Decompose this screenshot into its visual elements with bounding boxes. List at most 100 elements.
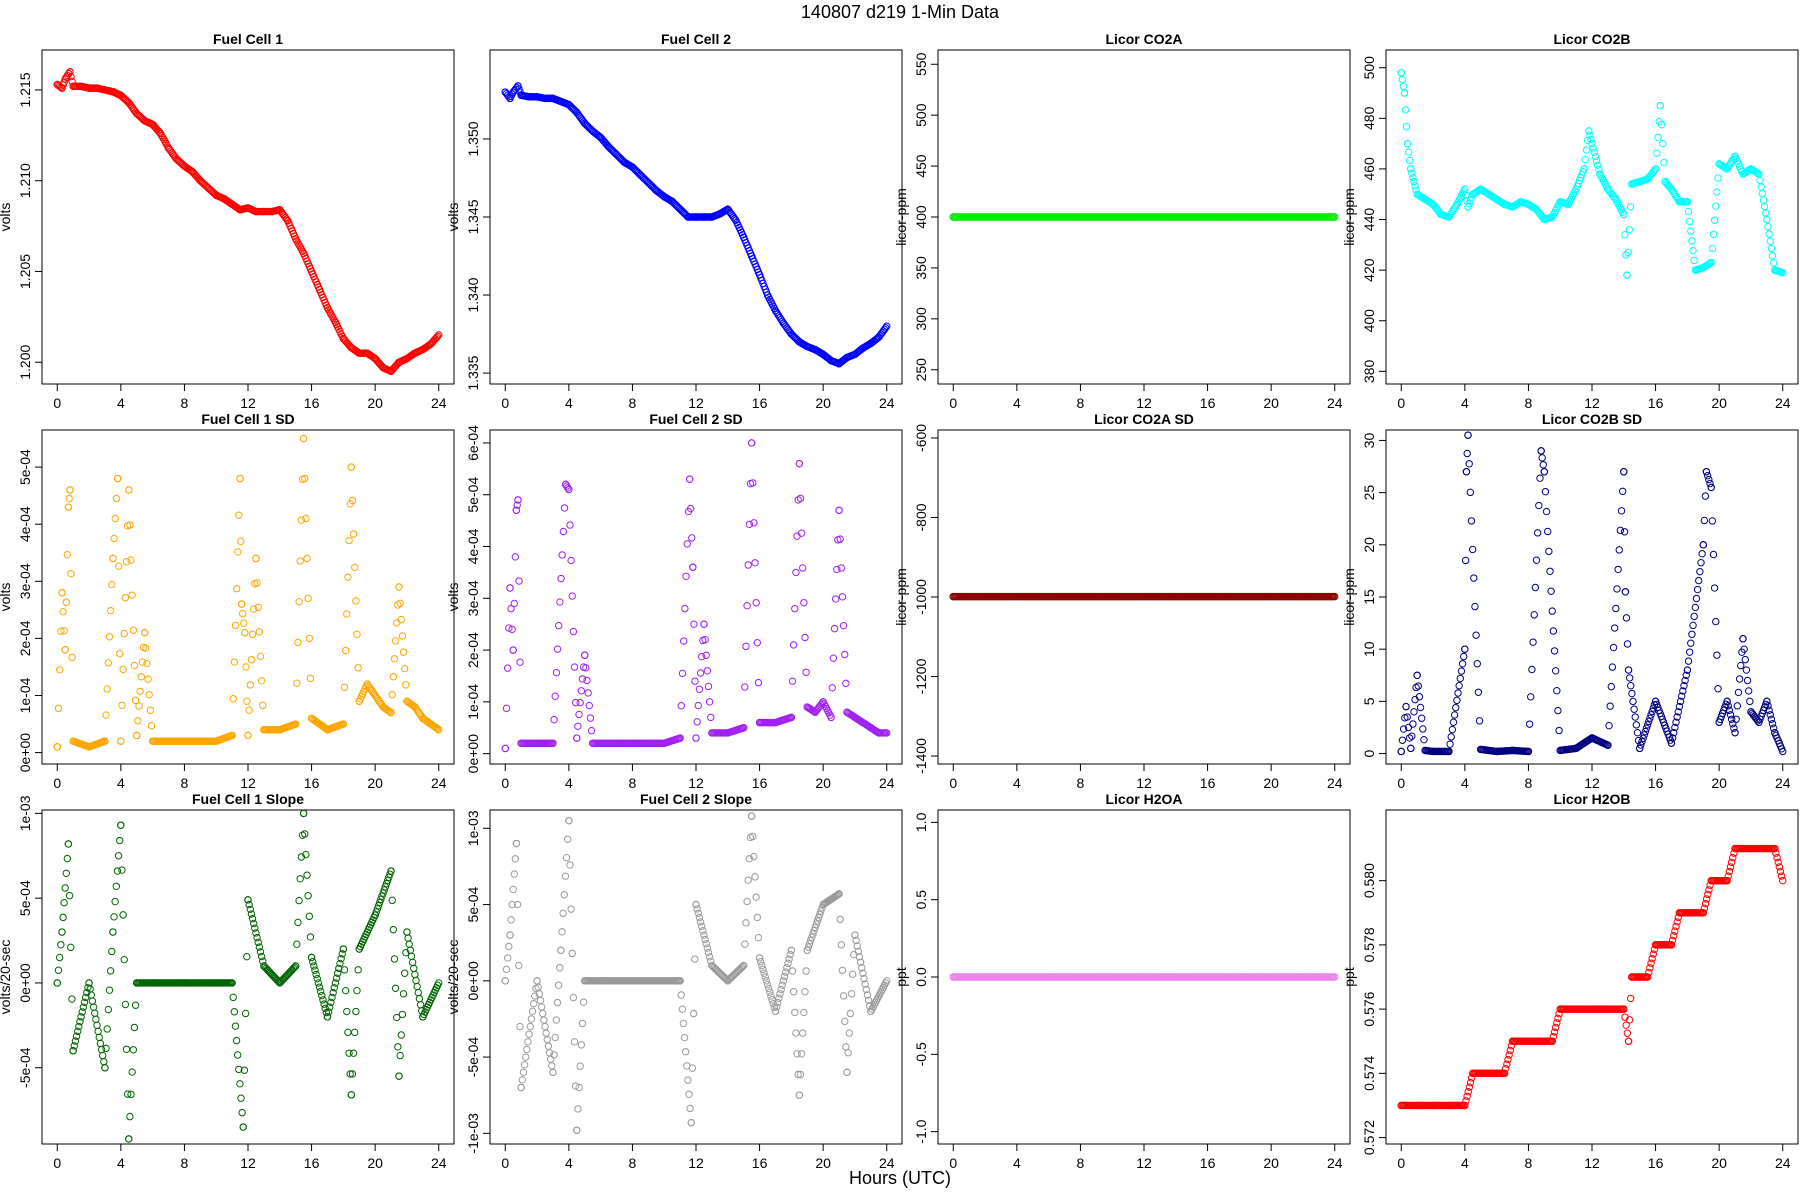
data-point (256, 948, 265, 956)
data-point (1726, 159, 1735, 168)
data-point (1673, 918, 1681, 926)
data-point (373, 905, 382, 913)
plot-frame (489, 809, 903, 1145)
data-point (1466, 1078, 1475, 1087)
data-point (255, 943, 264, 951)
data-point (1775, 863, 1784, 871)
data-point (796, 494, 805, 503)
x-tick-label: 4 (1461, 395, 1469, 411)
data-point (792, 568, 800, 577)
data-point (750, 519, 758, 527)
data-point (339, 720, 348, 728)
x-tick-label: 4 (1461, 1155, 1469, 1171)
data-point (785, 955, 793, 963)
data-point (707, 713, 715, 722)
data-point (575, 710, 583, 719)
y-tick-label: 500 (913, 103, 929, 127)
data-point (1667, 739, 1676, 747)
data-point (296, 557, 304, 565)
data-point (1642, 724, 1651, 732)
data-point (761, 973, 769, 981)
data-point (378, 892, 386, 900)
data-point (708, 213, 716, 221)
data-point (738, 962, 747, 971)
x-tick-label: 20 (1263, 775, 1279, 791)
data-point (1710, 216, 1719, 224)
data-point (1402, 702, 1410, 711)
y-axis-label: ppt (1341, 967, 1357, 987)
data-point (1623, 640, 1632, 648)
data-point (97, 1045, 106, 1054)
x-tick-label: 4 (117, 1155, 125, 1171)
data-point (144, 675, 152, 683)
data-point (883, 322, 891, 330)
data-point (1701, 899, 1710, 908)
data-point (109, 928, 117, 936)
data-point (1620, 1005, 1628, 1013)
data-point (742, 642, 750, 651)
data-point (432, 724, 441, 732)
data-point (297, 853, 306, 861)
data-point (196, 737, 205, 745)
data-point (1779, 268, 1787, 277)
data-point (60, 627, 68, 635)
data-point (68, 995, 76, 1003)
data-point (682, 572, 690, 580)
data-point (1550, 1028, 1559, 1036)
data-point (509, 885, 517, 894)
data-series (53, 68, 443, 375)
data-point (1467, 193, 1476, 202)
x-tick-label: 24 (879, 775, 895, 791)
data-point (1456, 674, 1464, 683)
data-point (859, 718, 867, 727)
data-point (697, 653, 706, 661)
data-point (75, 1022, 83, 1031)
data-point (229, 993, 237, 1002)
data-point (803, 946, 811, 955)
data-point (61, 646, 69, 654)
y-tick-label: 20 (1361, 537, 1377, 553)
data-point (1502, 1065, 1510, 1073)
data-point (1413, 1101, 1421, 1110)
data-point (306, 674, 315, 683)
data-point (1397, 69, 1405, 77)
y-tick-label: 2e-04 (465, 632, 481, 668)
data-point (860, 974, 868, 983)
data-point (1732, 715, 1740, 723)
data-point (241, 1009, 250, 1018)
data-point (1668, 187, 1677, 195)
data-point (1726, 863, 1735, 871)
data-point (306, 933, 315, 941)
data-point (228, 979, 236, 987)
y-tick-label: 400 (913, 205, 929, 229)
y-tick-label: 0.580 (1361, 863, 1377, 898)
data-point (386, 870, 394, 878)
data-point (544, 1042, 553, 1050)
data-point (704, 948, 713, 957)
data-point (125, 98, 133, 107)
data-point (792, 1029, 800, 1037)
data-point (808, 933, 816, 941)
data-point (843, 1068, 851, 1077)
panel-1: Fuel Cell 10 4 8 12 16 20 241.2001.2051.2101.2… (0, 31, 455, 411)
data-point (118, 701, 126, 709)
data-point (1709, 230, 1718, 239)
data-point (817, 907, 825, 915)
data-point (1687, 639, 1695, 647)
x-tick-label: 20 (815, 775, 831, 791)
data-point (117, 737, 125, 745)
data-point (1581, 155, 1589, 164)
data-point (1639, 734, 1647, 742)
data-point (812, 920, 821, 928)
data-point (1633, 728, 1642, 737)
data-point (1465, 460, 1473, 468)
data-point (1609, 643, 1618, 652)
data-point (120, 955, 128, 964)
y-axis-label: volts (445, 583, 461, 612)
data-point (349, 1049, 358, 1057)
data-point (1403, 713, 1411, 721)
y-axis-label: licor-ppm (893, 568, 909, 626)
